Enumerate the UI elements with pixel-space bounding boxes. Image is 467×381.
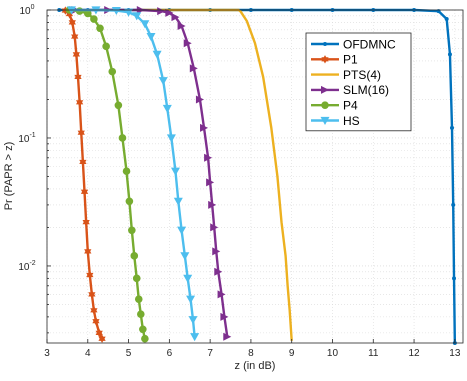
x-tick-label: 12 <box>408 348 420 359</box>
legend-label: P1 <box>343 53 358 67</box>
x-tick-label: 4 <box>85 348 91 359</box>
data-point-p4 <box>119 135 126 142</box>
data-point-p4 <box>91 16 98 23</box>
x-tick-label: 13 <box>449 348 461 359</box>
y-tick-label: 10-1 <box>18 132 35 145</box>
legend-label: PTS(4) <box>343 68 381 82</box>
x-tick-label: 5 <box>126 348 132 359</box>
legend-swatch-marker <box>323 42 327 46</box>
x-axis-label: z (in dB) <box>235 360 276 372</box>
data-point-p4 <box>129 227 136 234</box>
legend-label: SLM(16) <box>343 83 389 97</box>
x-tick-label: 11 <box>368 348 379 359</box>
y-tick-label: 10-2 <box>18 260 35 273</box>
x-tick-label: 3 <box>44 348 50 359</box>
data-point-p4 <box>109 68 116 75</box>
data-point-ofdmnc <box>448 52 452 56</box>
x-tick-label: 7 <box>207 348 213 359</box>
data-point-ofdmnc <box>452 276 456 280</box>
data-point-p4 <box>126 198 133 205</box>
data-point-p4 <box>133 275 140 282</box>
x-tick-label: 8 <box>248 348 254 359</box>
data-point-ofdmnc <box>451 203 455 207</box>
x-tick-label: 6 <box>167 348 173 359</box>
legend-label: P4 <box>343 99 358 113</box>
data-point-p4 <box>115 102 122 109</box>
legend-label: HS <box>343 114 360 128</box>
data-point-p4 <box>103 43 110 50</box>
data-point-ofdmnc <box>450 126 454 130</box>
x-tick-label: 10 <box>327 348 339 359</box>
data-point-p4 <box>131 253 138 260</box>
y-tick-label: 100 <box>19 4 34 17</box>
data-point-p4 <box>97 25 104 32</box>
data-point-p4 <box>142 335 149 342</box>
x-tick-label: 9 <box>289 348 295 359</box>
data-point-p4 <box>140 326 147 333</box>
legend-swatch-marker <box>322 102 329 109</box>
data-point-p4 <box>123 168 130 175</box>
data-point-p4 <box>135 296 142 303</box>
data-point-p4 <box>138 311 145 318</box>
legend-label: OFDMNC <box>343 37 396 51</box>
data-point-ofdmnc <box>445 17 449 21</box>
y-axis-label: Pr (PAPR > z) <box>3 142 15 211</box>
